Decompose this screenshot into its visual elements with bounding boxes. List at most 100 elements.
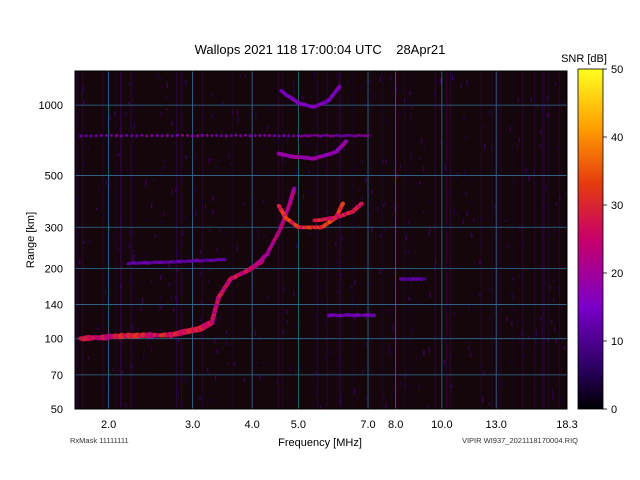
noise-speck [315,144,317,148]
noise-speck [192,99,194,101]
noise-speck [264,234,266,237]
noise-speck [337,291,339,293]
noise-speck [209,267,211,272]
noise-speck [195,187,197,191]
noise-speck [133,122,135,129]
interference-column [277,71,279,409]
noise-speck [178,390,180,395]
noise-speck [81,93,83,95]
noise-speck [473,218,475,223]
noise-speck [440,335,442,341]
noise-speck [363,212,365,214]
noise-speck [83,101,85,105]
noise-speck [137,327,139,331]
interference-column [381,71,383,409]
noise-speck [509,292,511,296]
chart-title: Wallops 2021 118 17:00:04 UTC 28Apr21 [194,42,446,57]
noise-speck [471,134,473,137]
noise-speck [157,73,159,79]
noise-speck [445,168,447,172]
noise-speck [545,282,548,285]
interference-column [130,71,132,409]
noise-speck [382,396,384,398]
noise-speck [216,349,218,354]
y-axis-label: Range [km] [25,212,37,268]
noise-speck [176,269,178,273]
noise-speck [340,397,342,404]
noise-speck [519,339,521,343]
interference-column [542,71,543,409]
noise-speck [145,182,147,188]
noise-speck [353,388,356,395]
noise-speck [531,167,533,171]
noise-speck [512,294,514,298]
echo-point [337,134,342,138]
rxmask-label: RxMask 11111111 [70,436,129,445]
noise-speck [400,381,402,386]
noise-speck [91,380,93,383]
noise-speck [350,286,352,290]
noise-speck [376,307,378,309]
noise-speck [395,159,397,162]
echo-point [191,134,195,138]
noise-speck [535,329,538,335]
noise-speck [281,155,284,162]
noise-speck [549,149,551,151]
noise-speck [160,305,162,310]
noise-speck [514,180,516,184]
echo-point [344,133,348,138]
noise-speck [257,229,259,234]
noise-speck [533,183,535,185]
noise-speck [389,76,391,81]
noise-speck [369,79,371,83]
noise-speck [453,311,455,316]
noise-speck [120,284,122,288]
noise-speck [128,243,130,249]
noise-speck [185,155,187,160]
noise-speck [539,144,541,149]
noise-speck [480,229,482,231]
echo-point [341,134,345,138]
noise-speck [131,325,134,330]
noise-speck [371,189,373,195]
noise-speck [395,86,397,92]
echo-point [292,134,296,138]
interference-column [497,71,499,409]
interference-column [434,71,436,409]
noise-speck [429,292,431,298]
noise-speck [161,112,163,116]
interference-column [499,71,501,409]
noise-speck [299,365,301,371]
noise-speck [293,89,295,96]
noise-speck [195,155,197,162]
noise-speck [561,397,563,404]
echo-point [315,134,319,137]
noise-speck [195,210,197,217]
noise-speck [423,350,425,356]
noise-speck [239,73,241,76]
noise-speck [422,166,424,172]
noise-speck [466,210,468,217]
noise-speck [532,390,535,393]
noise-speck [276,134,279,138]
noise-speck [366,396,368,401]
noise-speck [160,274,162,281]
echo-point [210,134,214,138]
noise-speck [404,384,406,388]
noise-speck [355,165,357,172]
noise-speck [348,256,350,260]
noise-speck [255,112,257,118]
noise-speck [358,187,361,191]
noise-speck [87,356,89,360]
file-label: VIPIR WI937_2021118170004.RIQ [462,436,578,445]
echo-point [155,133,159,138]
noise-speck [482,395,484,397]
noise-speck [116,244,118,247]
noise-layer [76,71,566,409]
echo-point [79,134,83,138]
noise-speck [320,286,322,291]
noise-speck [215,165,217,169]
noise-speck [134,353,136,355]
noise-speck [199,318,201,321]
